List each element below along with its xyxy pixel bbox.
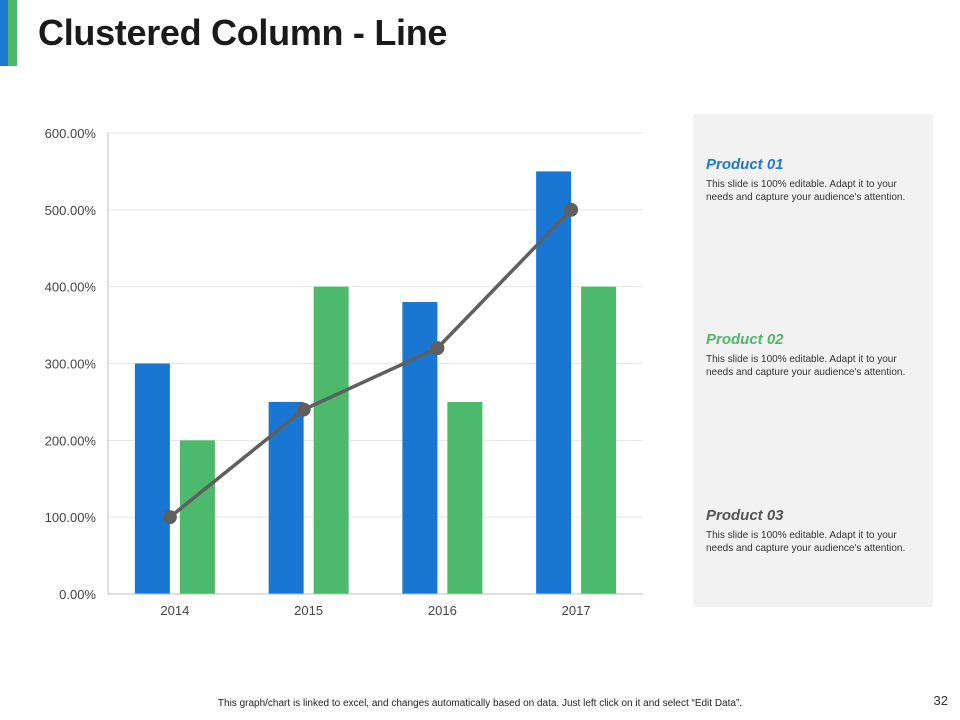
y-tick-label-3: 300.00% [45,357,97,372]
x-tick-label-2014: 2014 [160,603,189,618]
bar-series1-2015 [268,401,304,594]
bar-series2-2015 [313,286,349,594]
chart-axes [107,133,643,595]
line-series-path [168,208,573,519]
product-description-03: This slide is 100% editable. Adapt it to… [706,530,906,554]
chart-bars [134,171,617,594]
product-title-03: Product 03 [706,507,784,524]
product-title-02: Product 02 [706,331,784,348]
product-description-02: This slide is 100% editable. Adapt it to… [706,354,906,378]
line-point-2016 [430,341,445,356]
x-tick-label-2017: 2017 [562,603,591,618]
title-accent-bar [0,0,17,66]
line-point-2015 [296,402,311,417]
product-block-03: Product 03 This slide is 100% editable. … [706,507,924,555]
clustered-column-line-chart[interactable]: 0.00% 100.00% 200.00% 300.00% 400.00% 500.00%… [0,100,680,630]
x-tick-label-2015: 2015 [294,603,323,618]
product-description-01: This slide is 100% editable. Adapt it to… [706,179,906,203]
bar-series2-2014 [179,440,215,594]
y-tick-label-5: 500.00% [45,203,97,218]
y-tick-label-2: 200.00% [45,433,97,448]
y-tick-label-4: 400.00% [45,280,97,295]
line-point-2017 [564,202,579,217]
product-block-02: Product 02 This slide is 100% editable. … [706,331,924,379]
bar-series2-2016 [447,401,483,594]
y-tick-label-1: 100.00% [45,510,97,525]
bar-series1-2017 [536,171,572,594]
page-number: 32 [933,693,948,708]
x-tick-label-2016: 2016 [428,603,457,618]
y-tick-label-0: 0.00% [59,587,96,602]
products-panel: Product 01 This slide is 100% editable. … [693,114,933,607]
y-tick-label-6: 600.00% [45,126,97,141]
slide-title: Clustered Column - Line [38,12,448,53]
bar-series1-2014 [134,363,170,594]
x-axis-tick-labels: 2014 2015 2016 2017 [160,603,590,618]
y-axis-tick-labels: 0.00% 100.00% 200.00% 300.00% 400.00% 500.00%… [45,126,97,602]
bar-series2-2017 [581,286,617,594]
footer-note: This graph/chart is linked to excel, and… [217,698,743,709]
product-title-01: Product 01 [706,156,784,173]
line-point-2014 [162,510,177,525]
chart-line-series [162,202,579,525]
product-block-01: Product 01 This slide is 100% editable. … [706,156,924,204]
